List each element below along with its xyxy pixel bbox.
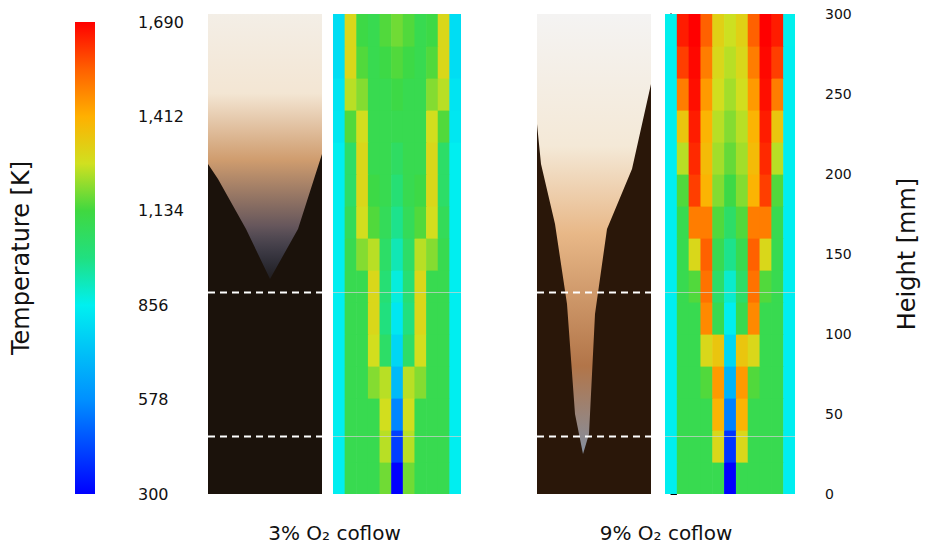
svg-text:Temperature [K]: Temperature [K] bbox=[7, 161, 35, 356]
svg-text:578: 578 bbox=[138, 390, 169, 409]
svg-text:200: 200 bbox=[825, 166, 852, 182]
svg-text:1,412: 1,412 bbox=[138, 107, 184, 126]
svg-text:1,134: 1,134 bbox=[138, 201, 184, 220]
svg-text:0: 0 bbox=[825, 486, 834, 502]
svg-text:1,690: 1,690 bbox=[138, 13, 184, 32]
svg-text:300: 300 bbox=[138, 485, 169, 504]
svg-text:3% O₂ coflow: 3% O₂ coflow bbox=[268, 521, 401, 545]
svg-text:100: 100 bbox=[825, 326, 852, 342]
svg-text:150: 150 bbox=[825, 246, 852, 262]
svg-text:300: 300 bbox=[825, 6, 852, 22]
svg-text:250: 250 bbox=[825, 86, 852, 102]
svg-text:9% O₂ coflow: 9% O₂ coflow bbox=[600, 521, 733, 545]
svg-text:856: 856 bbox=[138, 296, 169, 315]
svg-text:Height [mm]: Height [mm] bbox=[893, 178, 921, 330]
svg-text:50: 50 bbox=[825, 406, 843, 422]
